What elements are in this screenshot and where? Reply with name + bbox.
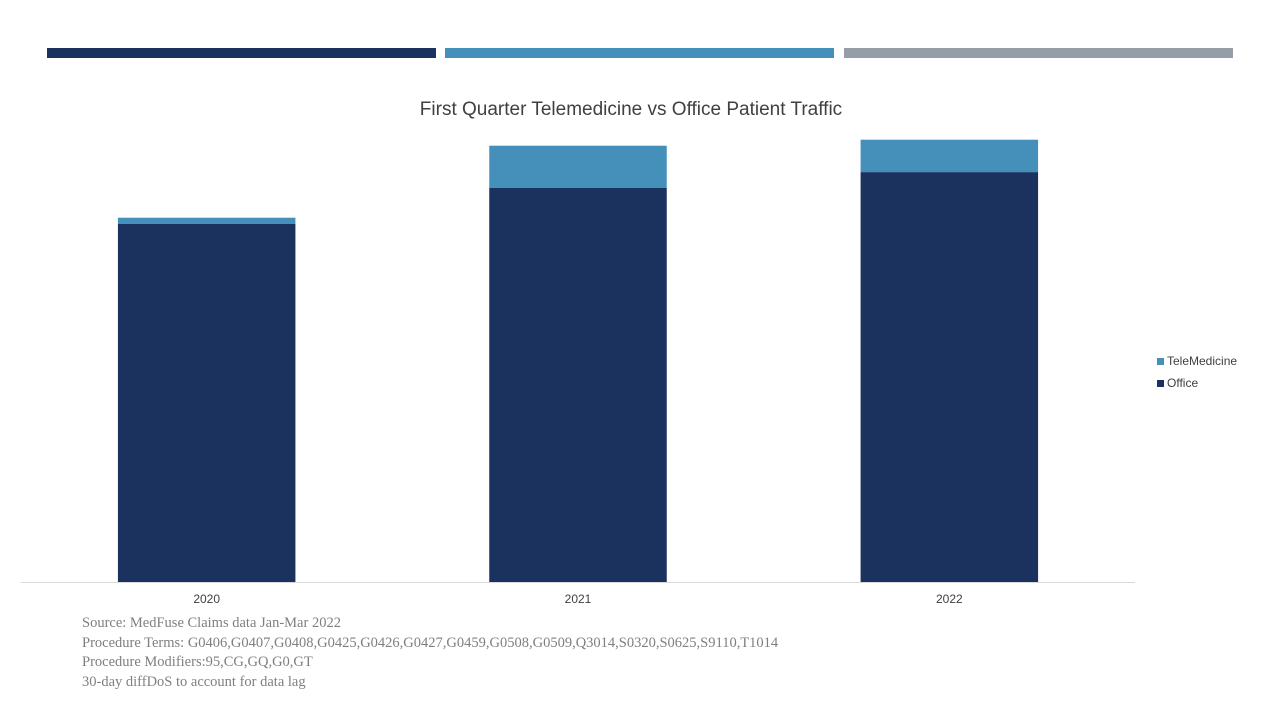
source-notes: Source: MedFuse Claims data Jan-Mar 2022… <box>82 614 778 692</box>
legend-label-office: Office <box>1167 376 1199 390</box>
bar-segment-telemedicine-2022 <box>860 139 1039 173</box>
legend-item-telemedicine: TeleMedicine <box>1157 350 1237 372</box>
legend-swatch-telemedicine <box>1157 357 1164 365</box>
legend-item-office: Office <box>1157 372 1237 394</box>
x-tick-label: 2022 <box>936 592 963 606</box>
header-accent-bar-gray <box>844 48 1233 58</box>
legend-label-telemedicine: TeleMedicine <box>1167 354 1238 368</box>
source-note-line: Source: MedFuse Claims data Jan-Mar 2022 <box>82 615 341 631</box>
bar-segment-office-2022 <box>860 172 1039 583</box>
procedure-terms-note: Procedure Terms: G0406,G0407,G0408,G0425… <box>82 634 779 651</box>
bar-segment-telemedicine-2020 <box>117 217 296 224</box>
chart-legend: TeleMedicine Office <box>1157 350 1237 394</box>
bar-segment-office-2021 <box>489 187 667 583</box>
header-accent-bar-dark <box>47 48 436 58</box>
data-lag-note: 30-day diffDoS to account for data lag <box>82 673 306 690</box>
procedure-modifiers-note: Procedure Modifiers:95,CG,GQ,G0,GT <box>82 654 313 670</box>
chart-title: First Quarter Telemedicine vs Office Pat… <box>419 99 843 120</box>
legend-swatch-office <box>1157 379 1164 387</box>
bar-segment-telemedicine-2021 <box>489 145 667 188</box>
bar-segment-office-2020 <box>117 223 296 583</box>
header-accent-bar-blue <box>445 48 834 58</box>
x-tick-label: 2020 <box>193 592 220 606</box>
x-tick-label: 2021 <box>565 592 592 606</box>
